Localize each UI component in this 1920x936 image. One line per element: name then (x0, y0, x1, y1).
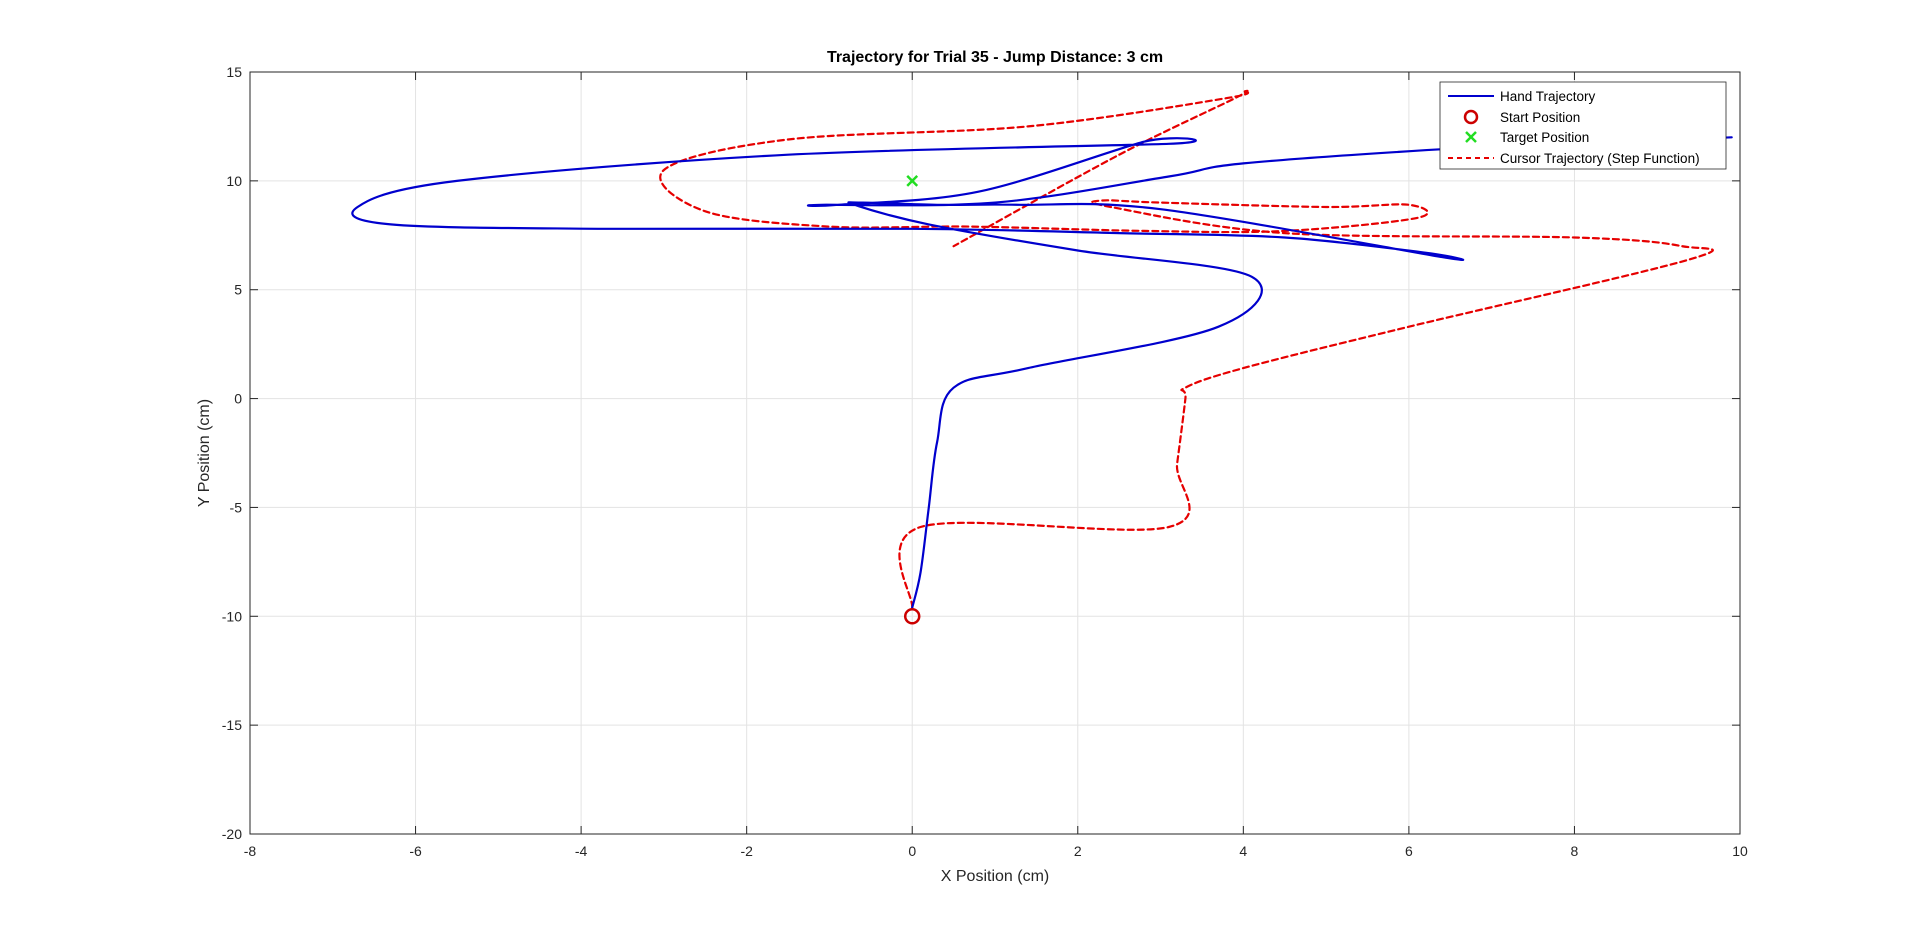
y-tick-label: 10 (226, 173, 242, 189)
x-tick-label: -4 (575, 843, 588, 859)
x-tick-label: 0 (908, 843, 916, 859)
plot-clip-group (351, 89, 1733, 609)
x-tick-label: -6 (409, 843, 422, 859)
x-tick-label: 4 (1239, 843, 1247, 859)
legend-hand-label: Hand Trajectory (1500, 89, 1596, 104)
y-axis-label: Y Position (cm) (196, 399, 213, 507)
x-tick-labels: -8 -6 -4 -2 0 2 4 6 8 10 (244, 843, 1748, 859)
x-tick-label: 6 (1405, 843, 1413, 859)
y-tick-label: -15 (222, 717, 242, 733)
y-tick-label: -20 (222, 826, 242, 842)
x-axis-label: X Position (cm) (941, 868, 1049, 885)
legend-start-swatch (1463, 109, 1479, 125)
y-tick-label: -5 (230, 499, 243, 515)
y-tick-label: 5 (234, 282, 242, 298)
target-position-marker (906, 174, 919, 187)
legend-start-label: Start Position (1500, 110, 1580, 125)
plot-area (351, 89, 1733, 625)
legend-target-swatch (1465, 131, 1477, 143)
y-tick-label: 0 (234, 391, 242, 407)
hand-trajectory-line (351, 136, 1733, 609)
y-tick-labels: -20 -15 -10 -5 0 5 10 15 (222, 64, 242, 842)
cursor-trajectory-line (659, 89, 1714, 609)
legend: Hand Trajectory Start Position Target Po… (1439, 81, 1727, 170)
y-tick-label: -10 (222, 608, 242, 624)
x-tick-label: -2 (740, 843, 753, 859)
chart-title: Trajectory for Trial 35 - Jump Distance:… (827, 49, 1163, 66)
x-tick-label: 10 (1732, 843, 1748, 859)
axes-frame (249, 71, 1741, 835)
y-tick-label: 15 (226, 64, 242, 80)
tick-marks (249, 71, 1741, 835)
x-tick-label: -8 (244, 843, 257, 859)
x-tick-label: 2 (1074, 843, 1082, 859)
start-position-marker (903, 608, 921, 625)
x-tick-label: 8 (1571, 843, 1579, 859)
legend-target-label: Target Position (1500, 130, 1589, 145)
legend-cursor-label: Cursor Trajectory (Step Function) (1500, 151, 1700, 166)
